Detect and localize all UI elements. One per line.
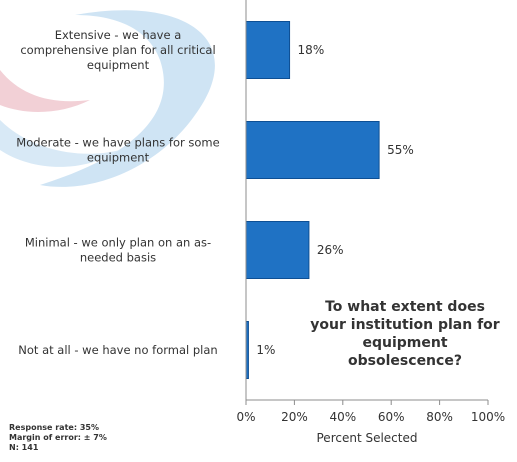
x-tick-label-20: 20% <box>281 410 308 424</box>
value-label-1: 18% <box>298 43 325 57</box>
bar-2 <box>245 121 380 179</box>
response-rate: Response rate: 35% <box>9 423 99 432</box>
category-label-3: Minimal - we only plan on an as-needed b… <box>25 236 211 265</box>
value-label-4: 1% <box>256 343 275 357</box>
sample-size: N: 141 <box>9 443 39 452</box>
survey-notes: Response rate: 35% Margin of error: ± 7%… <box>9 423 107 453</box>
x-tick-label-80: 80% <box>426 410 453 424</box>
x-tick-label-0: 0% <box>236 410 255 424</box>
category-label-1: Extensive - we have a comprehensive plan … <box>20 28 215 72</box>
chart-question: To what extent does your institution pla… <box>310 299 500 369</box>
x-tick-label-40: 40% <box>329 410 356 424</box>
x-tick-label-60: 60% <box>378 410 405 424</box>
bar-1 <box>245 21 291 79</box>
margin-of-error: Margin of error: ± 7% <box>9 433 107 442</box>
x-axis-title: Percent Selected <box>317 431 418 445</box>
category-label-4: Not at all - we have no formal plan <box>18 343 217 357</box>
category-label-2: Moderate - we have plans for some equipme… <box>16 136 219 165</box>
x-tick-label-100: 100% <box>471 410 505 424</box>
value-label-2: 55% <box>387 143 414 157</box>
value-label-3: 26% <box>317 243 344 257</box>
bar-3 <box>245 221 310 279</box>
watermark-decoration <box>0 10 215 187</box>
